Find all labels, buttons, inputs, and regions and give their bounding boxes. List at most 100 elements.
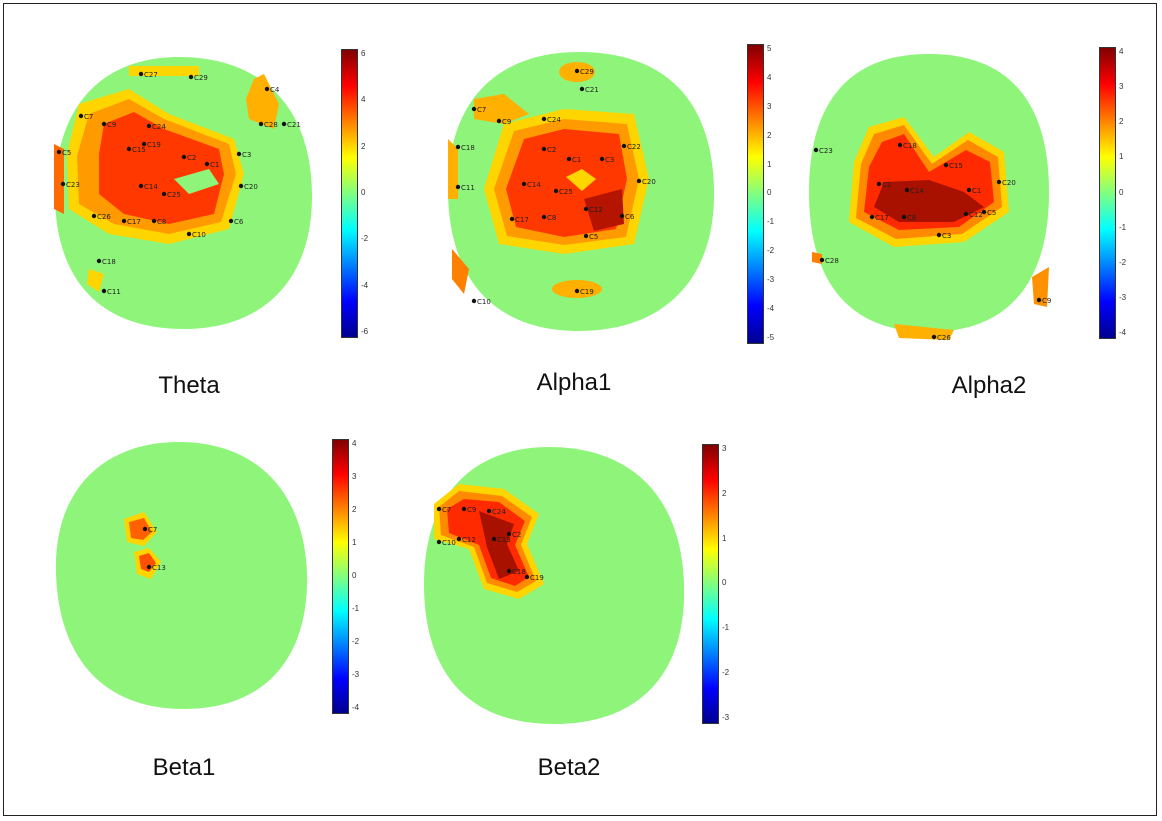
colorbar-tick: 4 — [1119, 47, 1124, 56]
electrode-marker — [897, 142, 903, 148]
activation-region — [129, 66, 199, 76]
colorbar-tick: -3 — [722, 712, 730, 722]
electrode-marker — [901, 214, 907, 220]
electrode-marker — [142, 526, 148, 532]
electrode-label: C24 — [152, 123, 166, 131]
colorbar-tick: -2 — [352, 637, 360, 646]
electrode-marker — [619, 213, 625, 219]
electrode-marker — [455, 184, 461, 190]
electrode-marker — [636, 178, 642, 184]
electrode-label: C14 — [910, 187, 924, 195]
colorbar-tick: -5 — [767, 332, 775, 342]
electrode-label: C3 — [242, 151, 251, 159]
electrode-marker — [436, 539, 442, 545]
electrode-label: C3 — [942, 232, 951, 240]
electrode-label: C12 — [969, 211, 983, 219]
electrode-marker — [541, 214, 547, 220]
electrode-label: C25 — [559, 188, 573, 196]
electrode-label: C11 — [107, 288, 121, 296]
electrode-marker — [238, 183, 244, 189]
electrode-marker — [455, 144, 461, 150]
colorbar-tick: 4 — [352, 439, 357, 448]
electrode-marker — [574, 68, 580, 74]
activation-hole — [174, 169, 219, 194]
colorbar-tick: -2 — [1119, 257, 1127, 267]
electrode-label: C11 — [461, 184, 475, 192]
electrode-label: C17 — [875, 214, 889, 222]
topomap-alpha2: C18 C23 C2 C14 C15 C1 C20 C17 C8 C12 C3 C5 C9 C26 C28 — [809, 54, 1051, 342]
activation-region — [584, 189, 624, 231]
electrode-marker — [204, 161, 210, 167]
electrode-label: C10 — [442, 539, 456, 547]
electrode-label: C6 — [625, 213, 635, 221]
electrode-marker — [436, 506, 442, 512]
electrode-label: C9 — [467, 506, 476, 514]
colorbar-tick: 2 — [1119, 117, 1124, 127]
electrode-marker — [813, 147, 819, 153]
electrode-label: C7 — [148, 526, 157, 534]
colorbar-tick: 1 — [767, 159, 772, 169]
colorbar-tick: 1 — [1119, 152, 1124, 162]
electrode-marker — [188, 74, 194, 80]
electrode-marker — [151, 218, 157, 224]
electrode-label: C15 — [949, 162, 963, 170]
electrode-label: C19 — [580, 288, 594, 296]
electrode-marker — [566, 156, 572, 162]
electrode-marker — [471, 106, 477, 112]
electrode-label: C18 — [461, 144, 475, 152]
colorbar-beta2 — [702, 444, 719, 724]
colorbar-ticks-alpha2: 4 3 2 1 0 -1 -2 -3 -4 — [1119, 47, 1126, 337]
electrode-marker — [461, 506, 467, 512]
electrode-marker — [524, 574, 530, 580]
colorbar-tick: -1 — [1119, 222, 1127, 232]
electrode-label: C1 — [210, 161, 219, 169]
colorbar-tick: 0 — [767, 188, 772, 198]
electrode-marker — [264, 86, 270, 92]
colorbar-tick: -2 — [361, 234, 369, 244]
electrode-label: C7 — [84, 113, 93, 121]
electrode-marker — [126, 146, 132, 152]
colorbar-tick: 3 — [767, 101, 772, 111]
electrode-marker — [486, 508, 492, 514]
electrode-label: C13 — [497, 536, 511, 544]
electrode-marker — [981, 209, 987, 215]
electrode-label: C9 — [1042, 297, 1051, 305]
electrode-marker — [228, 218, 234, 224]
electrode-label: C23 — [819, 147, 833, 155]
electrode-marker — [456, 536, 462, 542]
colorbar-tick: -2 — [722, 668, 730, 678]
electrode-label: C23 — [66, 181, 80, 189]
panel-label-alpha1: Alpha1 — [536, 369, 612, 396]
electrode-marker — [496, 118, 502, 124]
colorbar-theta — [341, 49, 358, 338]
electrode-marker — [904, 187, 910, 193]
electrode-label: C8 — [907, 214, 916, 222]
electrode-marker — [931, 334, 937, 340]
colorbar-ticks-theta: 6 4 2 0 -2 -4 -6 — [361, 49, 368, 336]
activation-region — [812, 252, 822, 264]
electrode-marker — [101, 121, 107, 127]
activation-region — [246, 74, 279, 129]
colorbar-beta1 — [332, 439, 349, 714]
electrode-marker — [963, 211, 969, 217]
colorbar-tick: 5 — [767, 44, 772, 53]
topomap-panel-alpha1: C29 C21 C7 C9 C24 C2 C1 C3 C22 C14 C25 C20 C17 C8 C12 C… — [444, 39, 774, 344]
electrode-label: C6 — [234, 218, 244, 226]
electrode-marker — [506, 568, 512, 574]
electrode-marker — [78, 113, 84, 119]
electrode-marker — [521, 181, 527, 187]
electrode-marker — [471, 298, 477, 304]
electrode-marker — [146, 564, 152, 570]
colorbar-tick: 4 — [767, 72, 772, 82]
colorbar-tick: -4 — [361, 280, 369, 290]
electrode-label: C21 — [287, 121, 301, 129]
activation-region — [448, 139, 458, 199]
colorbar-tick: 1 — [722, 533, 727, 543]
electrode-marker — [599, 156, 605, 162]
electrode-marker — [936, 232, 942, 238]
activation-region — [452, 249, 469, 294]
colorbar-tick: -3 — [352, 670, 360, 679]
panel-label-theta: Theta — [158, 372, 220, 399]
